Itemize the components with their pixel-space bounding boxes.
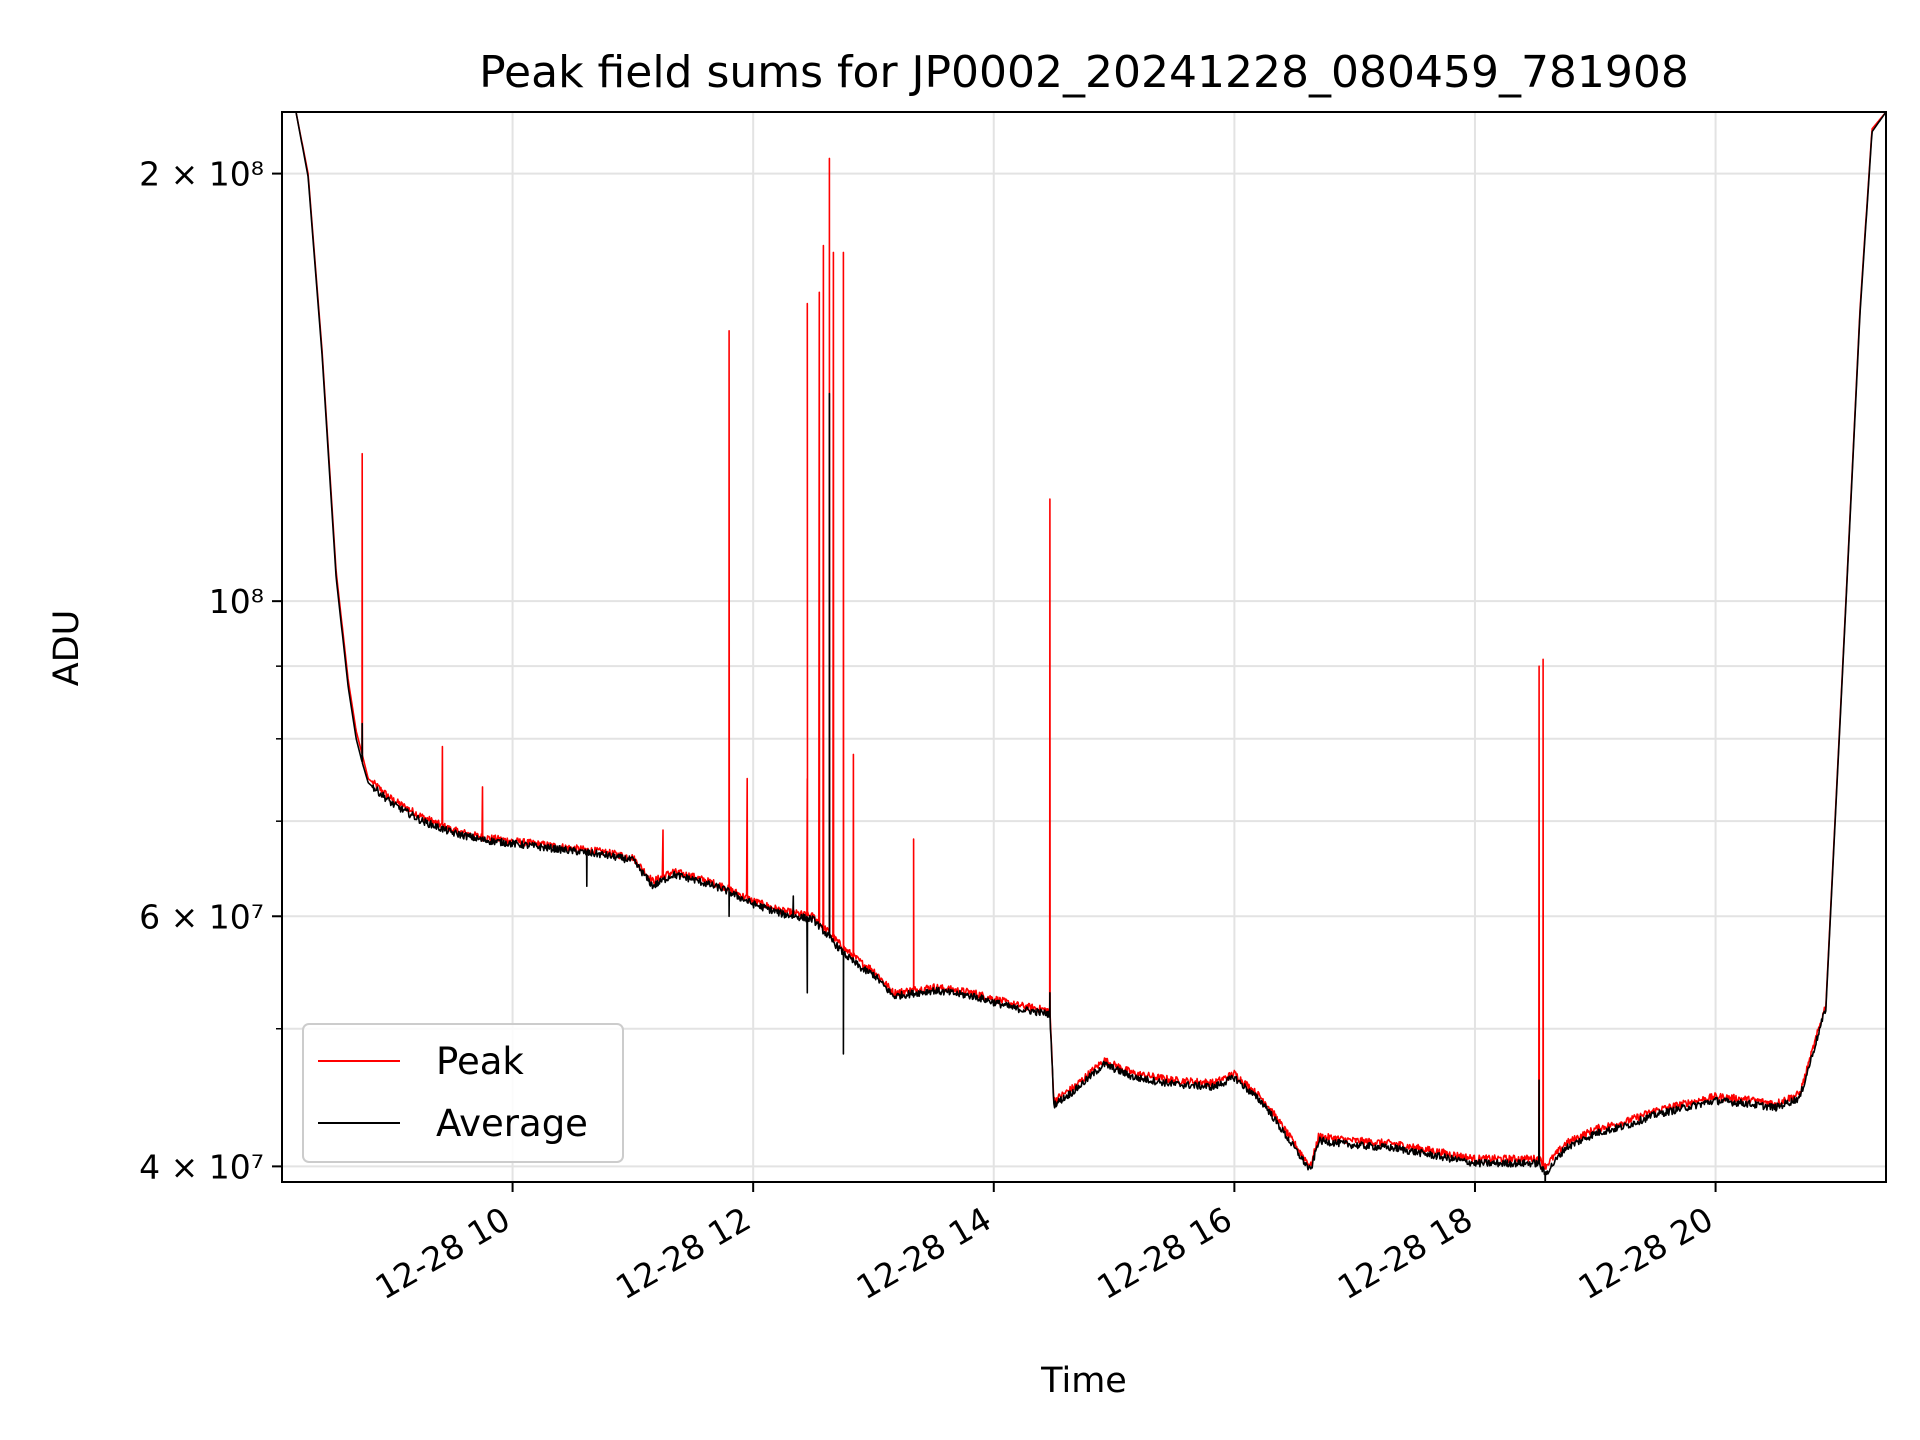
legend-label-average: Average xyxy=(436,1102,588,1145)
legend-box xyxy=(302,1023,624,1163)
y-axis-title: ADU xyxy=(47,610,87,687)
series-layer xyxy=(282,112,1886,1182)
y-tick-label: 6 × 10⁷ xyxy=(139,897,264,936)
chart-title: Peak field sums for JP0002_20241228_0804… xyxy=(479,47,1689,98)
x-axis-title: Time xyxy=(1040,1361,1127,1401)
grid xyxy=(282,112,1886,1182)
y-tick-label: 2 × 10⁸ xyxy=(139,155,264,194)
plot-frame xyxy=(281,111,1887,1183)
y-axis-ticks: 4 × 10⁷ 6 × 10⁷ 10⁸ 2 × 10⁸ xyxy=(139,155,282,1186)
legend: Peak Average xyxy=(302,1023,624,1163)
series-line-average xyxy=(282,112,1886,1182)
legend-label-peak: Peak xyxy=(436,1040,524,1083)
y-tick-label: 4 × 10⁷ xyxy=(139,1147,264,1186)
y-tick-label: 10⁸ xyxy=(209,582,264,621)
